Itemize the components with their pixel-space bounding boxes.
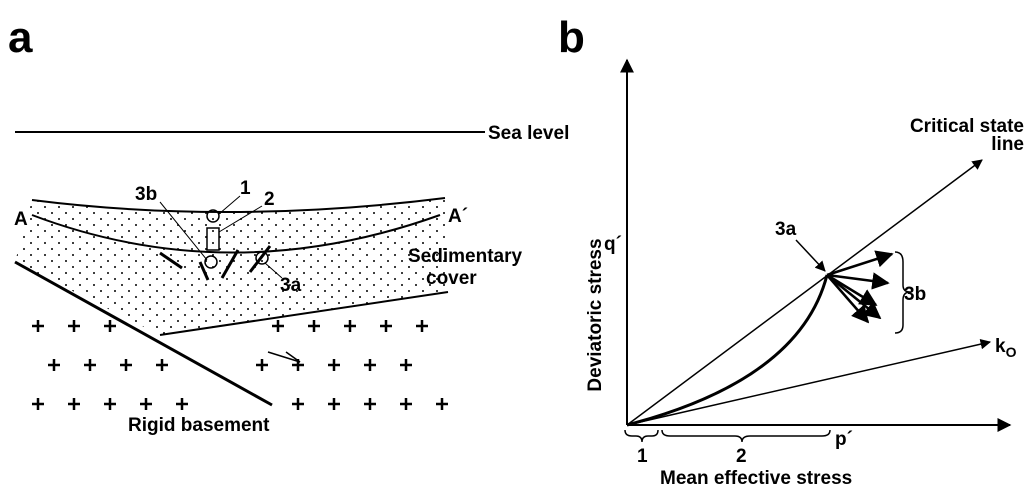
point-2-label: 2	[264, 189, 275, 210]
y-axis-label: Deviatoric stress	[585, 238, 606, 391]
point-3b-label: 3b	[904, 284, 926, 305]
point-3b-label: 3b	[135, 184, 157, 205]
horizon-end-label: A´	[448, 206, 468, 227]
basement-fault	[14, 260, 273, 407]
k-line	[626, 338, 992, 426]
leader-lines	[159, 195, 283, 279]
point-3b-marker	[204, 255, 218, 269]
sediment-fill	[15, 198, 448, 335]
point-3a-marker	[255, 251, 269, 265]
panel-a: a Sea level A A´ 3b 1 2 3a Sedimentary c…	[8, 13, 569, 436]
stress-arrows	[826, 274, 870, 324]
csl-label-1: Critical state	[910, 116, 1024, 137]
panel-b: b 3a 3b Critical state line kO q´ p´ Dev…	[558, 13, 1024, 489]
brace-stage-1	[624, 429, 659, 443]
csl-label-2: line	[991, 134, 1024, 155]
x-axis-label: Mean effective stress	[660, 468, 852, 489]
stage-2-label: 2	[736, 446, 747, 467]
sea-level-label: Sea level	[488, 123, 569, 144]
stress-arrows	[826, 273, 878, 307]
panel-label: a	[8, 13, 33, 62]
point-3a-label: 3a	[280, 275, 302, 296]
stress-path	[626, 274, 829, 427]
sediment-top	[31, 197, 446, 214]
point-2-marker	[206, 227, 220, 251]
critical-state-line	[626, 159, 983, 426]
horizon-start-label: A	[14, 209, 28, 230]
stress-arrows	[826, 250, 894, 277]
x-symbol: p´	[835, 429, 853, 450]
basement-label: Rigid basement	[128, 415, 270, 436]
sediment-label-2: cover	[426, 268, 477, 289]
k-line-main: k	[995, 336, 1006, 357]
panel-label: b	[558, 13, 585, 62]
brace-stage-2	[661, 429, 831, 443]
stage-1-label: 1	[637, 446, 648, 467]
k-line-sub: O	[1006, 344, 1017, 360]
sediment-label-1: Sedimentary	[408, 246, 522, 267]
basement-crosses	[32, 320, 448, 410]
point-1-marker	[206, 209, 220, 223]
brace-3b	[894, 251, 911, 334]
y-symbol: q´	[604, 234, 622, 255]
point-3a-label: 3a	[775, 219, 797, 240]
slip-arrow	[267, 351, 301, 363]
point-1-label: 1	[240, 178, 251, 199]
k-line-label: kO	[995, 336, 1017, 360]
stress-arrows	[826, 272, 890, 290]
stress-arrows	[826, 274, 882, 320]
pointer-3a	[795, 239, 826, 272]
horizon-a	[31, 214, 441, 254]
fault-marks	[159, 245, 272, 281]
sediment-base	[159, 291, 449, 336]
